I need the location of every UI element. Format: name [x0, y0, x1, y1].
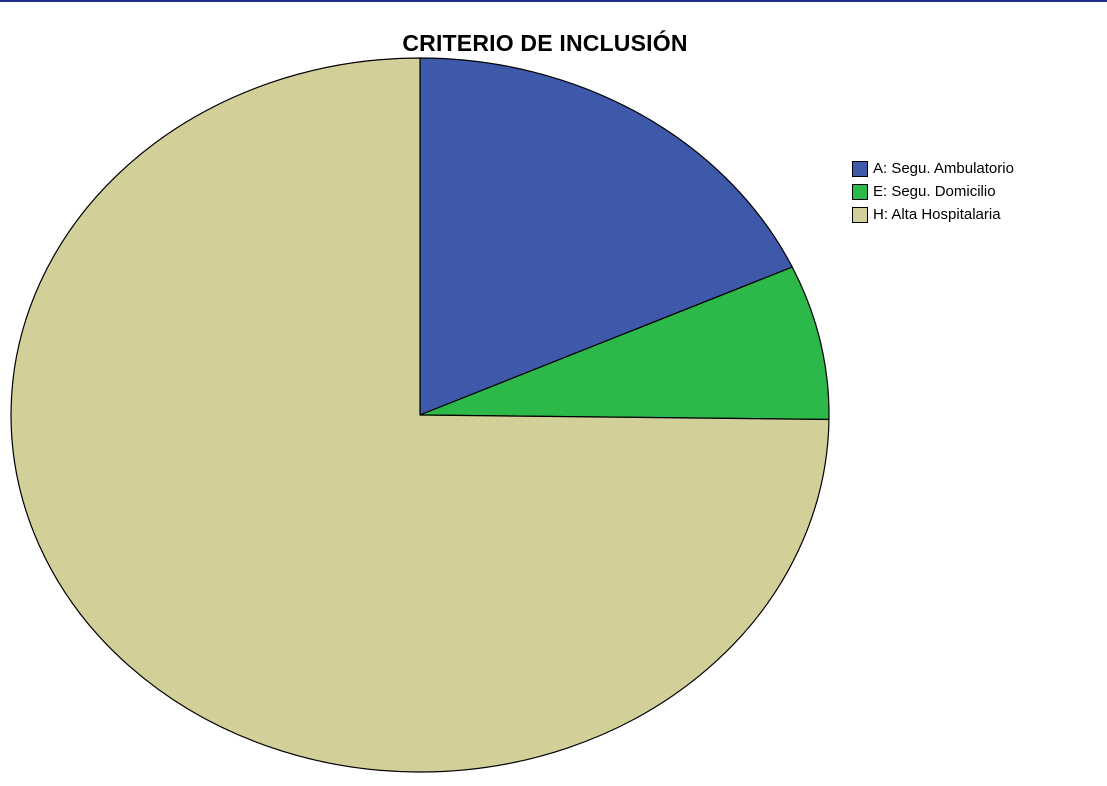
- legend-item: A: Segu. Ambulatorio: [852, 157, 1014, 180]
- legend-item: E: Segu. Domicilio: [852, 180, 1014, 203]
- legend-label: E: Segu. Domicilio: [873, 183, 996, 200]
- pie-slice-3: [10, 57, 830, 773]
- legend-swatch: [852, 183, 868, 200]
- legend-item: H: Alta Hospitalaria: [852, 203, 1014, 226]
- pie-slice-1: [419, 57, 793, 416]
- legend-label: A: Segu. Ambulatorio: [873, 160, 1014, 177]
- legend: A: Segu. Ambulatorio E: Segu. Domicilio H:…: [852, 157, 1014, 226]
- legend-label: H: Alta Hospitalaria: [873, 206, 1001, 223]
- top-border: [0, 0, 1107, 2]
- legend-swatch: [852, 206, 868, 223]
- pie-slice-2: [419, 266, 830, 421]
- chart-title: CRITERIO DE INCLUSIÓN: [402, 30, 688, 56]
- legend-swatch: [852, 160, 868, 177]
